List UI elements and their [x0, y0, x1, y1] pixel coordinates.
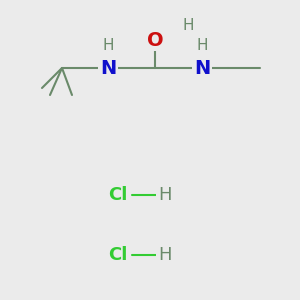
Text: H: H — [158, 186, 172, 204]
Text: Cl: Cl — [108, 246, 128, 264]
Text: H: H — [158, 246, 172, 264]
Text: H: H — [196, 38, 208, 53]
Text: O: O — [147, 31, 163, 50]
Text: H: H — [102, 38, 114, 53]
Text: H: H — [182, 17, 194, 32]
Text: N: N — [194, 58, 210, 77]
Text: N: N — [100, 58, 116, 77]
Text: Cl: Cl — [108, 186, 128, 204]
